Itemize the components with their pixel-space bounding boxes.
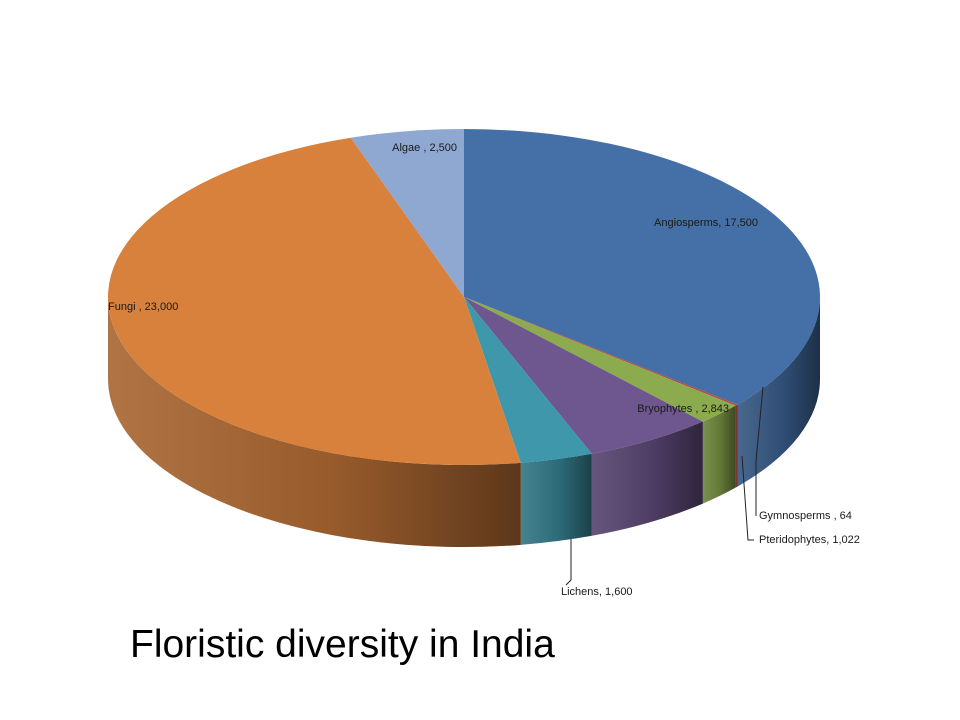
data-label-gymnosperms: Gymnosperms , 64 [759,510,852,522]
data-label-algae: Algae , 2,500 [392,142,457,154]
data-label-angiosperms: Angiosperms, 17,500 [654,217,758,229]
pie-slice-lichens [464,297,592,463]
leader-line-gymnosperms [755,386,764,516]
pie-slice-bryophytes [464,297,703,454]
pie-slice-pteridophytes [464,297,736,422]
pie-slice-algae [350,129,464,297]
pie-wall-shade-bryophytes [591,421,703,536]
pie-slice-angiosperms [464,129,821,405]
pie-wall-shade-fungi [108,297,521,547]
slide-title: Floristic diversity in India [130,623,555,666]
pie-wall-shade-lichens [520,453,592,545]
data-label-pteridophytes: Pteridophytes, 1,022 [759,534,860,546]
data-label-bryophytes: Bryophytes , 2,843 [637,403,729,415]
leader-line-pteridophytes [741,455,754,541]
pie-wall-shade-gymnosperms [735,404,738,488]
data-label-lichens: Lichens, 1,600 [561,586,633,598]
data-label-fungi: Fungi , 23,000 [108,301,178,313]
pie-slice-gymnosperms [464,297,738,406]
leader-line-lichens [565,539,572,586]
pie-slice-fungi [107,137,521,466]
pie-wall-shade-pteridophytes [702,405,736,504]
